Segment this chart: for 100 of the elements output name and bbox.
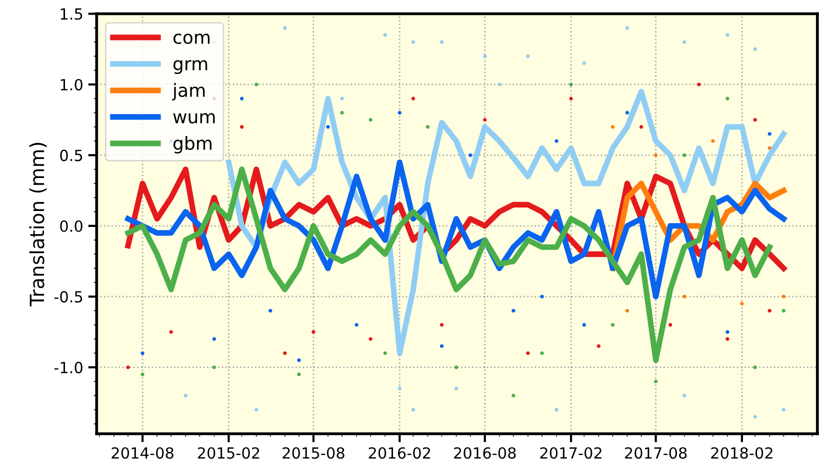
point xyxy=(726,330,730,334)
y-tick-label: 0.0 xyxy=(60,220,82,232)
legend-label: com xyxy=(173,34,210,44)
legend-label: gbm xyxy=(173,136,212,154)
point xyxy=(212,337,216,341)
point xyxy=(625,308,630,313)
point xyxy=(368,118,372,122)
point xyxy=(368,337,372,341)
point xyxy=(682,294,686,298)
point xyxy=(753,47,757,51)
point xyxy=(383,33,387,37)
point xyxy=(354,323,358,327)
point xyxy=(753,365,757,370)
point xyxy=(398,386,402,390)
point xyxy=(753,414,757,419)
point xyxy=(440,40,444,44)
y-axis-title: Translation (mm) xyxy=(29,142,47,306)
point xyxy=(483,54,487,58)
point xyxy=(569,82,573,86)
point xyxy=(726,96,730,100)
point xyxy=(383,351,387,355)
point xyxy=(340,110,344,115)
point xyxy=(440,344,444,348)
point xyxy=(682,153,686,158)
y-tick-label: 1.0 xyxy=(60,78,82,90)
y-tick-label: -0.5 xyxy=(54,291,82,303)
point xyxy=(526,351,530,355)
y-tick-label: 0.5 xyxy=(60,150,82,162)
x-tick-label: 2016-02 xyxy=(368,447,430,459)
point xyxy=(411,40,416,44)
point xyxy=(768,132,772,136)
point xyxy=(411,96,416,100)
legend-label: wum xyxy=(173,113,215,124)
point xyxy=(126,365,130,370)
point xyxy=(398,110,402,115)
point xyxy=(184,394,188,398)
x-tick-label: 2015-08 xyxy=(282,447,344,459)
point xyxy=(483,118,487,122)
point xyxy=(526,54,530,58)
point xyxy=(782,308,786,313)
point xyxy=(426,125,430,129)
point xyxy=(569,96,573,100)
point xyxy=(297,358,301,362)
x-tick-label: 2017-08 xyxy=(625,447,687,459)
point xyxy=(697,82,701,86)
point xyxy=(340,96,344,100)
point xyxy=(610,125,615,129)
point xyxy=(554,139,558,143)
point xyxy=(312,330,316,334)
point xyxy=(554,408,558,412)
point xyxy=(254,82,258,86)
x-tick-label: 2016-08 xyxy=(454,447,516,459)
point xyxy=(711,139,715,143)
point xyxy=(512,308,516,313)
point xyxy=(169,330,173,334)
point xyxy=(454,386,458,390)
x-tick-label: 2015-02 xyxy=(198,447,260,459)
point xyxy=(726,33,730,37)
point xyxy=(140,351,144,355)
point xyxy=(740,302,744,306)
point xyxy=(782,408,786,412)
x-tick-label: 2014-08 xyxy=(112,447,174,459)
y-tick-label: 1.5 xyxy=(60,8,82,20)
point xyxy=(753,118,757,122)
point xyxy=(639,125,644,129)
point xyxy=(212,365,216,370)
point xyxy=(283,26,287,30)
point xyxy=(140,372,144,376)
point xyxy=(768,308,772,313)
point xyxy=(596,344,600,348)
point xyxy=(411,408,416,412)
point xyxy=(512,394,516,398)
point xyxy=(326,125,330,129)
point xyxy=(582,61,586,66)
legend-label: grm xyxy=(173,60,208,74)
point xyxy=(240,125,244,129)
x-tick-label: 2018-02 xyxy=(711,447,772,459)
point xyxy=(682,40,686,44)
point xyxy=(240,96,244,100)
point xyxy=(610,323,615,327)
point xyxy=(540,351,544,355)
point xyxy=(297,372,301,376)
x-tick-label: 2017-02 xyxy=(540,447,602,459)
point xyxy=(582,323,586,327)
legend-label: jam xyxy=(172,83,205,100)
point xyxy=(540,294,544,298)
point xyxy=(654,153,658,158)
point xyxy=(454,365,458,370)
point xyxy=(654,380,658,384)
point xyxy=(268,308,272,313)
point xyxy=(668,323,672,327)
point xyxy=(254,408,258,412)
point xyxy=(625,110,630,115)
point xyxy=(782,294,786,298)
point xyxy=(468,153,472,158)
point xyxy=(440,323,444,327)
point xyxy=(283,351,287,355)
point xyxy=(682,394,686,398)
y-tick-label: -1.0 xyxy=(54,362,82,374)
point xyxy=(498,82,502,86)
